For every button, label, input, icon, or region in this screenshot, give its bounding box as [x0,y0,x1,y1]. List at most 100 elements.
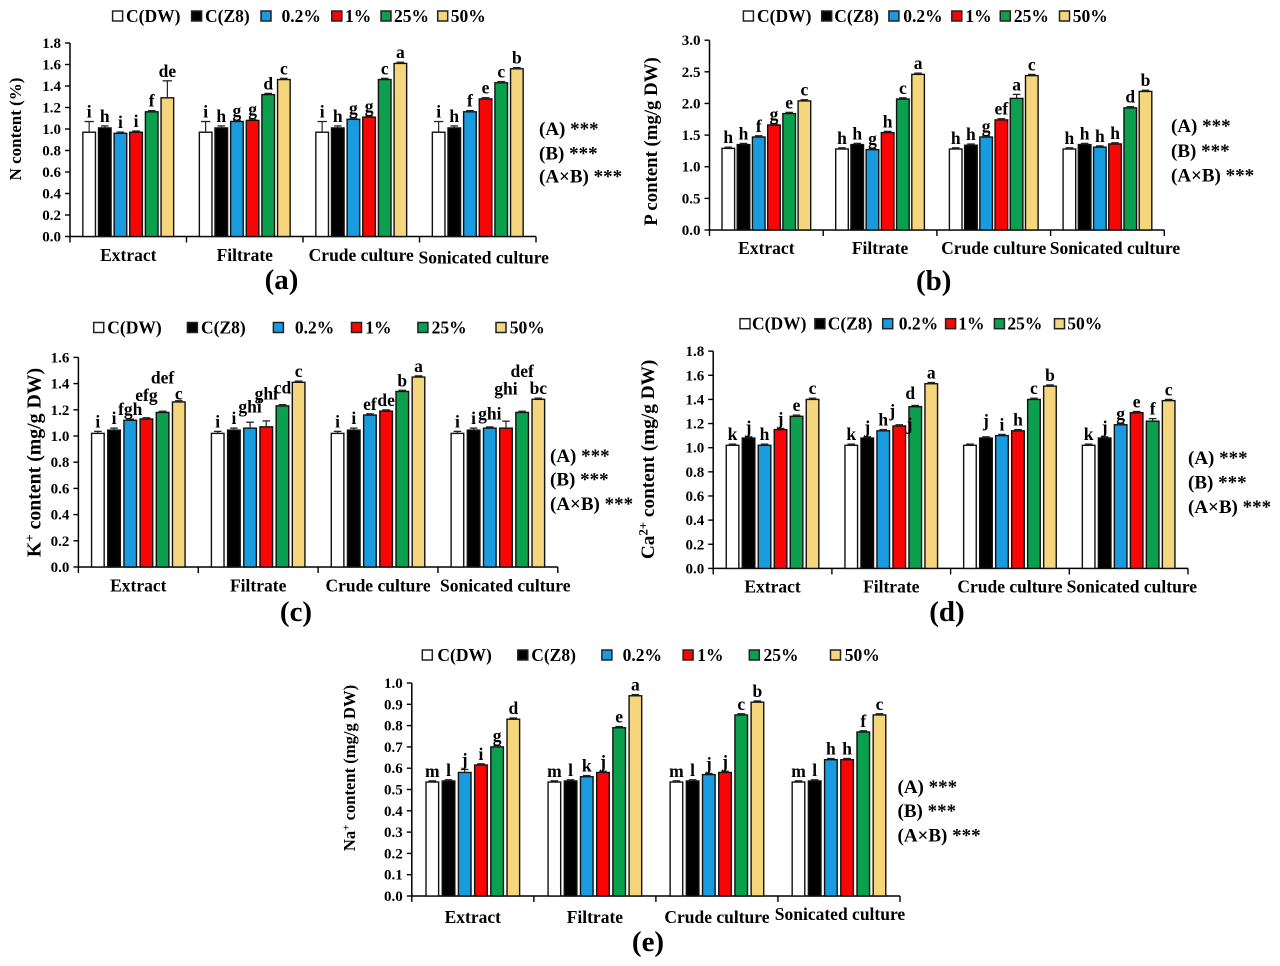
svg-text:(a): (a) [265,264,299,296]
svg-text:Na+ content (mg/g DW): Na+ content (mg/g DW) [340,685,359,851]
svg-text:cd: cd [274,377,292,397]
svg-text:j: j [982,410,989,430]
svg-text:0.2%: 0.2% [282,6,321,26]
svg-text:1.4: 1.4 [51,377,70,393]
svg-text:(c): (c) [280,596,312,628]
svg-text:0.6: 0.6 [42,165,61,181]
svg-text:(B) ***: (B) *** [1188,473,1247,494]
svg-text:c: c [497,62,505,82]
svg-text:de: de [377,390,395,410]
svg-text:h: h [760,424,770,444]
svg-text:h: h [951,128,961,148]
svg-text:k: k [728,424,738,444]
svg-text:0.8: 0.8 [384,719,403,735]
svg-text:h: h [333,106,343,126]
svg-text:ghi: ghi [478,403,501,423]
svg-text:1.2: 1.2 [51,403,70,419]
svg-text:d: d [1125,87,1135,107]
svg-text:d: d [263,73,273,93]
svg-text:0.0: 0.0 [42,230,61,246]
svg-text:c: c [809,378,817,398]
svg-text:j: j [705,753,712,773]
svg-text:j: j [906,414,913,434]
svg-text:(d): (d) [929,596,964,628]
svg-text:0.6: 0.6 [51,481,70,497]
svg-text:1%: 1% [697,645,723,665]
svg-text:1.8: 1.8 [685,344,704,360]
svg-text:C(Z8): C(Z8) [205,6,250,26]
svg-text:h: h [966,124,976,144]
svg-text:1%: 1% [965,6,991,26]
svg-text:h: h [826,738,836,758]
svg-text:h: h [878,410,888,430]
svg-text:e: e [482,78,490,98]
svg-text:0.8: 0.8 [42,144,61,160]
svg-text:f: f [756,116,762,136]
svg-text:bc: bc [530,378,548,398]
svg-text:h: h [449,106,459,126]
svg-text:i: i [471,408,476,428]
svg-text:Sonicated culture: Sonicated culture [775,904,906,924]
svg-text:C(DW): C(DW) [757,6,812,26]
svg-text:C(DW): C(DW) [107,318,162,338]
svg-text:1.2: 1.2 [685,417,704,433]
svg-text:c: c [1165,379,1173,399]
svg-text:(e): (e) [632,926,664,958]
svg-text:c: c [280,58,288,78]
svg-text:a: a [914,53,923,73]
svg-text:C(Z8): C(Z8) [834,6,879,26]
svg-text:Extract: Extract [744,577,801,597]
svg-text:1.6: 1.6 [51,350,70,366]
svg-text:a: a [396,42,405,62]
svg-text:i: i [215,411,220,431]
svg-text:Sonicated culture: Sonicated culture [440,576,571,596]
svg-text:f: f [1150,399,1156,419]
svg-text:i: i [320,102,325,122]
svg-text:h: h [852,123,862,143]
svg-text:(A×B) ***: (A×B) *** [550,494,633,515]
svg-text:Filtrate: Filtrate [863,577,920,597]
svg-text:0.2%: 0.2% [623,645,662,665]
svg-text:h: h [100,106,110,126]
svg-text:d: d [508,698,518,718]
svg-text:j: j [461,749,468,769]
svg-text:b: b [397,370,407,390]
svg-text:d: d [905,383,915,403]
svg-text:j: j [745,417,752,437]
svg-text:(A) ***: (A) *** [1171,116,1231,137]
svg-text:Crude culture: Crude culture [957,577,1062,597]
svg-text:i: i [436,102,441,122]
svg-text:h: h [1080,123,1090,143]
svg-text:a: a [1012,74,1021,94]
svg-text:g: g [349,98,358,118]
svg-text:Ca2+ content (mg/g DW): Ca2+ content (mg/g DW) [636,360,658,559]
svg-text:(A) ***: (A) *** [898,777,958,798]
svg-text:(A×B) ***: (A×B) *** [1188,497,1271,518]
svg-text:h: h [1065,128,1075,148]
svg-text:a: a [414,356,423,376]
svg-text:a: a [631,675,640,695]
svg-text:j: j [777,408,784,428]
svg-text:0.6: 0.6 [384,761,403,777]
svg-text:m: m [547,761,562,781]
svg-text:c: c [876,694,884,714]
svg-text:C(Z8): C(Z8) [828,314,873,334]
svg-text:1.0: 1.0 [682,160,701,176]
svg-text:3.0: 3.0 [682,33,701,49]
svg-text:c: c [1028,54,1036,74]
svg-text:m: m [425,761,440,781]
svg-text:i: i [118,112,123,132]
svg-text:1.5: 1.5 [682,128,701,144]
svg-text:25%: 25% [1007,314,1042,334]
svg-text:0.9: 0.9 [384,697,403,713]
svg-text:K+ content (mg/g DW): K+ content (mg/g DW) [22,368,46,557]
svg-text:Sonicated culture: Sonicated culture [1050,238,1181,258]
svg-text:0.5: 0.5 [384,783,403,799]
svg-text:0.4: 0.4 [42,187,61,203]
svg-text:1.0: 1.0 [42,122,61,138]
svg-text:i: i [134,111,139,131]
svg-text:Extract: Extract [445,907,502,927]
svg-text:c: c [737,694,745,714]
svg-text:h: h [216,106,226,126]
svg-text:C(Z8): C(Z8) [531,645,576,665]
